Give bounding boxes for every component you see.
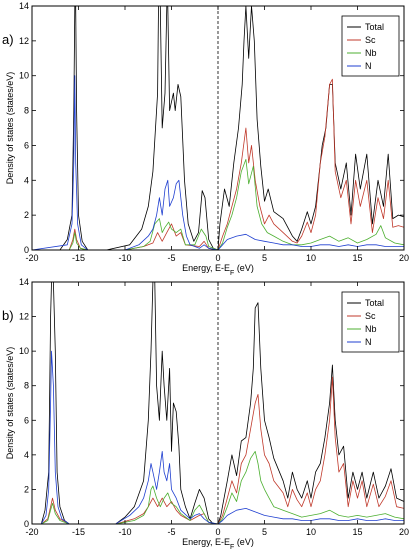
series-group (32, 282, 404, 524)
x-axis-label-unit: (eV) (234, 537, 254, 547)
legend-label-n: N (365, 337, 372, 347)
legend-label-nb: Nb (365, 48, 377, 58)
x-tick-label: -20 (25, 253, 38, 263)
x-tick-label: -15 (72, 527, 85, 537)
series-line-sc (32, 78, 404, 250)
x-tick-label: -5 (167, 253, 175, 263)
y-tick-label: 8 (24, 106, 29, 116)
x-tick-label: 20 (399, 527, 409, 537)
y-tick-label: 10 (19, 346, 29, 356)
x-tick-label: 10 (306, 253, 316, 263)
legend: Total Sc Nb N (341, 15, 400, 77)
panel-label: b) (2, 308, 14, 323)
x-axis-label: Energy, E-EF (eV) (182, 537, 254, 550)
y-tick-label: 12 (19, 36, 29, 46)
series-line-sc (32, 376, 404, 524)
y-tick-label: 2 (24, 210, 29, 220)
series-line-nb (32, 451, 404, 524)
y-tick-label: 6 (24, 140, 29, 150)
y-tick-label: 0 (24, 519, 29, 529)
legend-label-n: N (365, 61, 372, 71)
series-line-total (32, 282, 404, 524)
x-tick-label: 0 (215, 253, 220, 263)
y-tick-label: 10 (19, 71, 29, 81)
x-tick-label: 5 (262, 527, 267, 537)
x-tick-label: -15 (72, 253, 85, 263)
x-tick-label: 15 (352, 253, 362, 263)
legend-label-sc: Sc (365, 311, 376, 321)
chart-panel-2: -20 -15 -10 -5 0 5 10 15 20 0 2 4 6 8 10 12 14 Energy, E-… (2, 277, 409, 550)
legend-label-total: Total (365, 22, 384, 32)
y-tick-label: 8 (24, 381, 29, 391)
x-tick-label: 5 (262, 253, 267, 263)
x-tick-label: -20 (25, 527, 38, 537)
series-line-n (32, 350, 404, 524)
x-tick-label: -10 (118, 253, 131, 263)
panel-label: a) (2, 32, 14, 47)
x-axis-label-unit: (eV) (234, 263, 254, 273)
x-tick-label: 10 (306, 527, 316, 537)
series-group (32, 6, 404, 250)
x-tick-label: 15 (352, 527, 362, 537)
y-tick-label: 4 (24, 450, 29, 460)
x-tick-label: -10 (118, 527, 131, 537)
x-tick-label: 20 (399, 253, 409, 263)
chart-panel-1: -20 -15 -10 -5 0 5 10 15 20 0 2 4 6 8 10 12 14 Energy, E-… (2, 1, 409, 277)
y-axis-label: Density of states (states/eV) (5, 72, 15, 185)
y-axis-label: Density of states (states/eV) (5, 347, 15, 460)
series-line-nb (32, 159, 404, 250)
legend: Total Sc Nb N (341, 291, 400, 353)
x-tick-label: -5 (167, 527, 175, 537)
x-axis-label-subscript: F (230, 544, 234, 550)
y-tick-label: 0 (24, 245, 29, 255)
x-axis-label-main: Energy, E-E (182, 537, 230, 547)
legend-label-total: Total (365, 298, 384, 308)
legend-label-nb: Nb (365, 324, 377, 334)
x-axis-label: Energy, E-EF (eV) (182, 263, 254, 277)
x-axis-label-subscript: F (230, 270, 234, 277)
y-tick-label: 2 (24, 484, 29, 494)
legend-label-sc: Sc (365, 35, 376, 45)
x-tick-label: 0 (215, 527, 220, 537)
y-tick-label: 4 (24, 175, 29, 185)
y-tick-label: 14 (19, 277, 29, 287)
x-axis-label-main: Energy, E-E (182, 263, 230, 273)
y-tick-label: 14 (19, 1, 29, 11)
y-tick-label: 12 (19, 312, 29, 322)
series-line-n (32, 75, 404, 250)
y-tick-label: 6 (24, 415, 29, 425)
